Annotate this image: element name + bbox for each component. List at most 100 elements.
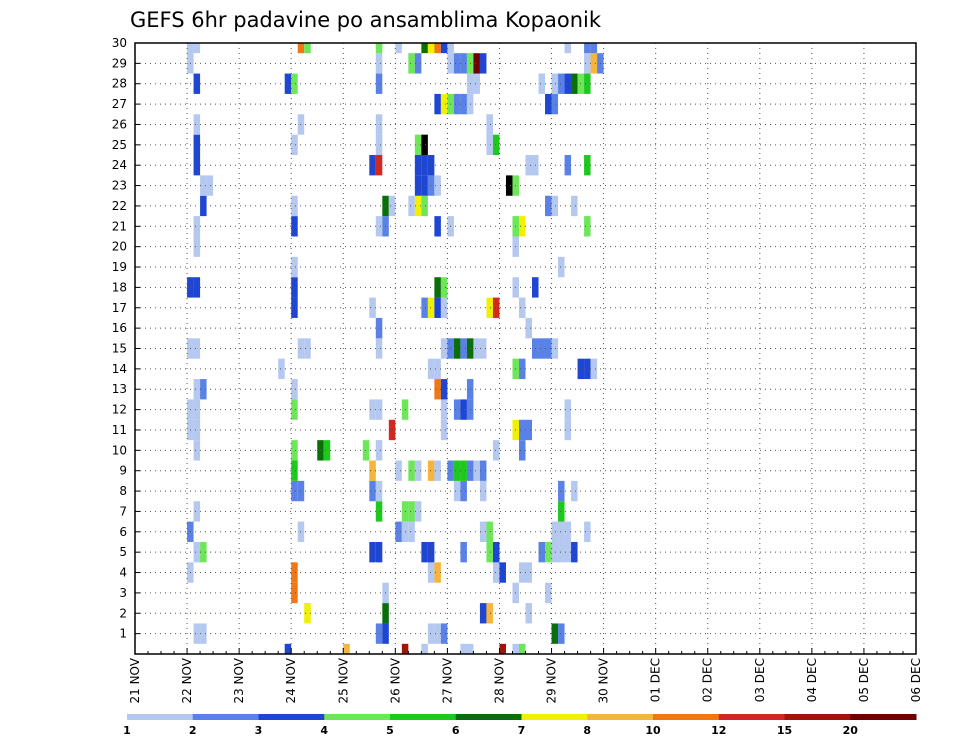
heatmap-cell xyxy=(291,582,298,604)
heatmap-cell xyxy=(291,134,298,156)
heatmap-cell xyxy=(291,73,298,94)
heatmap-cell xyxy=(518,297,526,318)
legend-threshold-label: 3 xyxy=(255,724,263,737)
heatmap-cell xyxy=(564,399,572,420)
heatmap-cell xyxy=(558,256,565,278)
legend-swatch xyxy=(653,714,720,720)
heatmap-cell xyxy=(545,541,552,563)
heatmap-cell xyxy=(291,379,298,400)
heatmap-cell xyxy=(434,175,441,196)
heatmap-cell xyxy=(284,643,292,654)
y-tick-label: 9 xyxy=(119,464,127,478)
heatmap-cell xyxy=(545,195,552,217)
heatmap-cell xyxy=(434,297,441,318)
heatmap-cell xyxy=(375,73,383,94)
heatmap-cell xyxy=(571,480,578,502)
heatmap-cell xyxy=(473,53,480,74)
heatmap-cell xyxy=(291,277,298,298)
y-tick-label: 29 xyxy=(112,56,127,70)
legend-swatch xyxy=(587,714,654,720)
y-tick-label: 2 xyxy=(119,606,127,620)
x-tick-label: 23 NOV xyxy=(232,657,246,703)
heatmap-cell xyxy=(460,541,467,563)
heatmap-cell xyxy=(369,399,376,420)
heatmap-cell xyxy=(525,562,533,583)
heatmap-cell xyxy=(297,43,305,54)
heatmap-cell xyxy=(486,114,493,135)
heatmap-cell xyxy=(395,521,402,542)
heatmap-cell xyxy=(453,338,461,359)
axis-ticks xyxy=(134,42,917,654)
y-axis-tick-labels: 1234567891011121314151617181920212223242… xyxy=(112,36,127,641)
x-tick-label: 05 DEC xyxy=(857,658,871,702)
heatmap-cell xyxy=(460,460,467,481)
heatmap-cell xyxy=(499,643,506,654)
heatmap-cell xyxy=(414,195,422,217)
heatmap-cell xyxy=(369,297,376,318)
heatmap-cell xyxy=(193,236,201,257)
heatmap-cell xyxy=(193,155,201,176)
heatmap-cell xyxy=(408,521,415,542)
heatmap-cell xyxy=(584,73,591,94)
legend-swatch xyxy=(718,714,785,720)
y-tick-label: 27 xyxy=(112,97,127,111)
y-tick-label: 10 xyxy=(112,443,127,457)
heatmap-cell xyxy=(193,379,201,400)
heatmap-cell xyxy=(421,643,428,654)
legend-swatch xyxy=(390,714,457,720)
legend-threshold-label: 1 xyxy=(123,724,131,737)
heatmap-cell xyxy=(291,216,298,237)
y-tick-label: 22 xyxy=(112,199,127,213)
y-tick-label: 5 xyxy=(119,545,127,559)
color-legend: 1 2 3 4 5 6 7 8 10 12 15 20 xyxy=(123,714,917,737)
y-tick-label: 23 xyxy=(112,179,127,193)
heatmap-cell xyxy=(193,501,201,522)
heatmap-cell xyxy=(434,562,441,583)
heatmap-cell xyxy=(551,73,559,94)
heatmap-cell xyxy=(571,541,578,563)
y-tick-label: 7 xyxy=(119,504,127,518)
heatmap-cell xyxy=(414,155,422,176)
heatmap-cell xyxy=(564,73,572,94)
heatmap-cell xyxy=(421,195,428,217)
heatmap-cell xyxy=(291,460,298,481)
y-tick-label: 19 xyxy=(112,260,127,274)
heatmap-cell xyxy=(369,460,376,481)
heatmap-cell xyxy=(551,623,559,644)
heatmap-cell xyxy=(558,73,565,94)
heatmap-cell xyxy=(193,399,201,420)
heatmap-cell xyxy=(193,114,201,135)
heatmap-cell xyxy=(375,399,383,420)
heatmap-cell xyxy=(434,460,441,481)
heatmap-cell xyxy=(492,562,500,583)
heatmap-cell xyxy=(193,216,201,237)
x-tick-label: 21 NOV xyxy=(128,657,142,703)
heatmap-cell xyxy=(375,338,383,359)
heatmap-cell xyxy=(518,216,526,237)
heatmap-cell xyxy=(453,460,461,481)
heatmap-cell xyxy=(460,399,467,420)
heatmap-cell xyxy=(434,93,441,115)
heatmap-cell xyxy=(434,623,441,644)
heatmap-cell xyxy=(414,53,422,74)
heatmap-cell xyxy=(375,114,383,135)
y-tick-label: 17 xyxy=(112,301,127,315)
heatmap-cell xyxy=(479,521,487,542)
heatmap-cell xyxy=(499,562,506,583)
y-tick-label: 15 xyxy=(112,342,127,356)
y-tick-label: 11 xyxy=(112,423,127,437)
heatmap-cell xyxy=(558,480,565,502)
heatmap-cell xyxy=(518,562,526,583)
x-tick-label: 26 NOV xyxy=(388,657,402,703)
heatmap-cell xyxy=(193,338,201,359)
heatmap-cell xyxy=(421,43,428,54)
heatmap-cell xyxy=(421,541,428,563)
heatmap-cell xyxy=(421,134,428,156)
heatmap-cell xyxy=(427,623,435,644)
heatmap-cell xyxy=(291,399,298,420)
heatmap-cell xyxy=(466,643,474,654)
heatmap-cell xyxy=(434,43,441,54)
heatmap-cell xyxy=(375,501,383,522)
y-tick-label: 30 xyxy=(112,36,127,50)
y-tick-label: 13 xyxy=(112,382,127,396)
